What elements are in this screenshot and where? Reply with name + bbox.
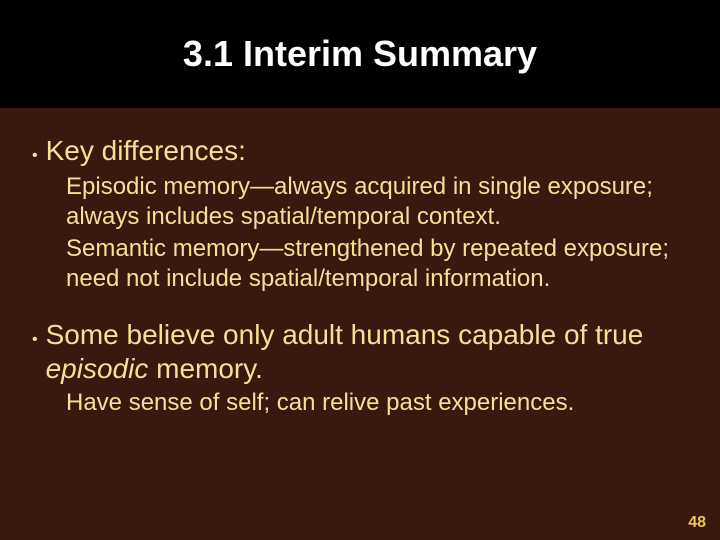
bullet-2-pre: Some believe only adult humans capable o… — [46, 319, 644, 350]
bullet-1-sub-1: Episodic memory—always acquired in singl… — [66, 172, 682, 232]
bullet-dot-icon: • — [32, 142, 38, 170]
bullet-2-post: memory. — [148, 353, 263, 384]
bullet-2: • Some believe only adult humans capable… — [30, 318, 690, 386]
bullet-1-sub-2: Semantic memory—strengthened by repeated… — [66, 234, 682, 294]
bullet-2-sub: Have sense of self; can relive past expe… — [66, 388, 682, 418]
bullet-1: • Key differences: — [30, 134, 690, 170]
bullet-1-text: Key differences: — [46, 134, 246, 168]
slide-title: 3.1 Interim Summary — [183, 33, 537, 75]
content-area: • Key differences: Episodic memory—alway… — [0, 108, 720, 418]
bullet-dot-icon: • — [32, 326, 38, 354]
bullet-2-text: Some believe only adult humans capable o… — [46, 318, 690, 386]
title-bar: 3.1 Interim Summary — [0, 0, 720, 108]
bullet-2-italic: episodic — [46, 353, 149, 384]
bullet-1-sub: Episodic memory—always acquired in singl… — [66, 172, 682, 294]
page-number: 48 — [688, 514, 706, 532]
bullet-2-sub-1: Have sense of self; can relive past expe… — [66, 388, 682, 418]
